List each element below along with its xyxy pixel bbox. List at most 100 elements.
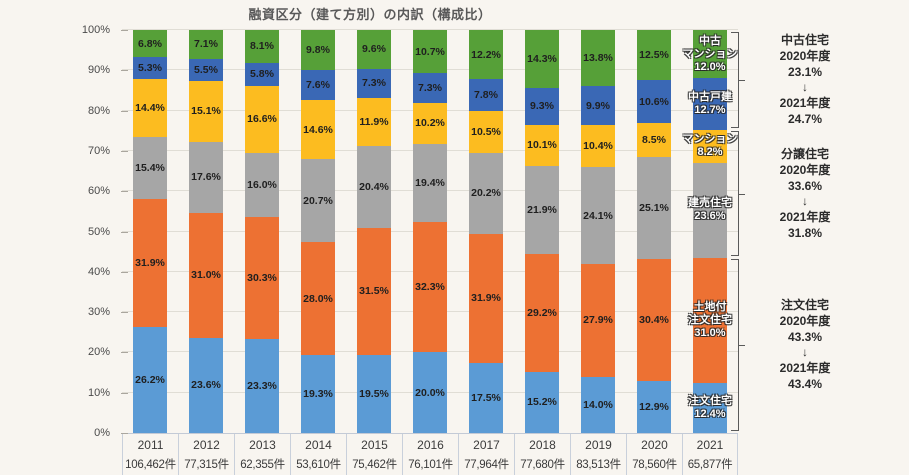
bar-segment-2021-1: 土地付 注文住宅 31.0% — [688, 257, 732, 383]
y-axis-label: 50% — [87, 225, 110, 238]
segment-label: 17.6% — [191, 171, 221, 184]
y-axis-label: 70% — [87, 144, 110, 157]
y-axis-tick — [121, 191, 128, 193]
year-row: 2011 2012 2013 2014 2015 2016 2017 2018 2019 2020… — [122, 434, 738, 456]
bar-segment-2017-4: 7.8% — [469, 79, 503, 111]
segment-label: 16.0% — [247, 179, 277, 192]
segment-label: 28.0% — [303, 292, 333, 305]
bar-segment-2012-1: 31.0% — [189, 212, 223, 338]
bar-segment-2011-1: 31.9% — [133, 198, 167, 328]
segment-label: 7.3% — [418, 81, 442, 94]
segment-label: 8.5% — [642, 134, 666, 147]
bar-segment-2016-1: 32.3% — [413, 222, 447, 353]
segment-label: 21.9% — [527, 203, 557, 216]
bar-segment-2019-5: 13.8% — [581, 30, 615, 86]
annotation-line: 中古住宅 — [780, 32, 829, 47]
y-axis-label: 20% — [87, 346, 110, 359]
bar-segment-2013-5: 8.1% — [245, 30, 279, 63]
y-axis-label: 30% — [87, 306, 110, 319]
segment-label: 27.9% — [583, 314, 613, 327]
year-cell: 2012 — [178, 434, 234, 456]
segment-label: 注文住宅 12.4% — [688, 394, 732, 420]
count-cell: 77,680件 — [514, 456, 570, 475]
bar-segment-2019-1: 27.9% — [581, 264, 615, 377]
bar-segment-2019-0: 14.0% — [581, 376, 615, 433]
bar-segment-2014-3: 14.6% — [301, 100, 335, 159]
chart-title: 融資区分（建て方別）の内訳（構成比） — [248, 7, 492, 22]
y-axis-label: 80% — [87, 104, 110, 117]
count-cell: 78,560件 — [626, 456, 682, 475]
arrow-down-icon: ↓ — [802, 345, 808, 360]
y-axis-label: 10% — [87, 386, 110, 399]
segment-label: 32.3% — [415, 281, 445, 294]
bar-segment-2016-3: 10.2% — [413, 102, 447, 144]
bar-segment-2018-2: 21.9% — [525, 165, 559, 255]
y-axis-tick — [121, 150, 128, 152]
segment-label: 建売住宅 23.6% — [688, 197, 732, 223]
bar-segment-2020-2: 25.1% — [637, 157, 671, 259]
segment-label: 30.4% — [639, 313, 669, 326]
segment-label: 7.6% — [306, 78, 330, 91]
y-axis-label: 0% — [94, 427, 110, 439]
segment-label: 16.6% — [247, 113, 277, 126]
bar-segment-2020-3: 8.5% — [637, 123, 671, 158]
bar-segment-2021-5: 中古 マンション 12.0% — [683, 30, 738, 79]
segment-label: 19.3% — [303, 388, 333, 401]
bar-segment-2017-0: 17.5% — [469, 362, 503, 433]
segment-label: 10.1% — [527, 139, 557, 152]
group-bracket — [731, 31, 745, 129]
segment-label: 14.3% — [527, 52, 557, 65]
segment-label: 中古戸建 12.7% — [688, 91, 732, 117]
count-cell: 62,355件 — [234, 456, 290, 475]
segment-label: 20.7% — [303, 194, 333, 207]
y-axis-label: 40% — [87, 265, 110, 278]
segment-label: 10.6% — [639, 95, 669, 108]
segment-label: 11.9% — [359, 115, 389, 128]
segment-label: 31.9% — [135, 257, 165, 270]
count-cell: 65,877件 — [682, 456, 738, 475]
segment-label: 5.5% — [194, 63, 218, 76]
bar-segment-2011-2: 15.4% — [133, 136, 167, 199]
year-cell: 2018 — [514, 434, 570, 456]
y-axis-tick — [121, 271, 128, 273]
segment-label: 15.2% — [527, 396, 557, 409]
gridline — [122, 29, 738, 30]
bar-segment-2021-2: 建売住宅 23.6% — [688, 162, 732, 258]
bar-segment-2013-2: 16.0% — [245, 152, 279, 218]
year-cell: 2013 — [234, 434, 290, 456]
bar-segment-2015-4: 7.3% — [357, 68, 391, 98]
segment-label: 25.1% — [639, 201, 669, 214]
bracket-tick — [738, 79, 745, 81]
bar-segment-2019-4: 9.9% — [581, 85, 615, 126]
count-cell: 106,462件 — [122, 456, 178, 475]
year-cell: 2016 — [402, 434, 458, 456]
count-row: 106,462件 77,315件 62,355件 53,610件 75,462件 76,1… — [122, 456, 738, 475]
count-cell: 83,513件 — [570, 456, 626, 475]
segment-label: 10.5% — [471, 125, 501, 138]
segment-label: 24.1% — [583, 209, 613, 222]
count-cell: 77,315件 — [178, 456, 234, 475]
segment-label: 14.0% — [583, 398, 613, 411]
segment-label: 5.8% — [250, 68, 274, 81]
segment-label: 9.8% — [306, 43, 330, 56]
annotation-line: 2020年度 — [779, 314, 831, 329]
bar-segment-2017-3: 10.5% — [469, 110, 503, 153]
annotation-line: 24.7% — [787, 111, 823, 126]
bar-segment-2017-5: 12.2% — [469, 30, 503, 80]
y-axis-label: 100% — [81, 24, 110, 36]
annotation-line: 31.8% — [787, 225, 823, 240]
plot-area: 26.2% 31.9% 15.4% 14.4% 5.3% 6.8% 23.6% 31.0% 17… — [122, 29, 738, 433]
annotation-block: 中古住宅 2020年度 23.1% ↓ 2021年度 24.7% — [744, 32, 866, 127]
annotation-block: 分譲住宅 2020年度 33.6% ↓ 2021年度 31.8% — [744, 146, 866, 241]
bar-segment-2015-0: 19.5% — [357, 354, 391, 433]
segment-label: 13.8% — [583, 51, 613, 64]
segment-label: 15.4% — [135, 161, 165, 174]
annotation-line: 2021年度 — [779, 209, 831, 224]
bar-segment-2016-0: 20.0% — [413, 352, 447, 433]
segment-label: 19.5% — [359, 387, 389, 400]
segment-label: 7.3% — [362, 77, 386, 90]
segment-label: 29.2% — [527, 306, 557, 319]
y-axis-tick — [121, 312, 128, 314]
segment-label: 7.8% — [474, 88, 498, 101]
